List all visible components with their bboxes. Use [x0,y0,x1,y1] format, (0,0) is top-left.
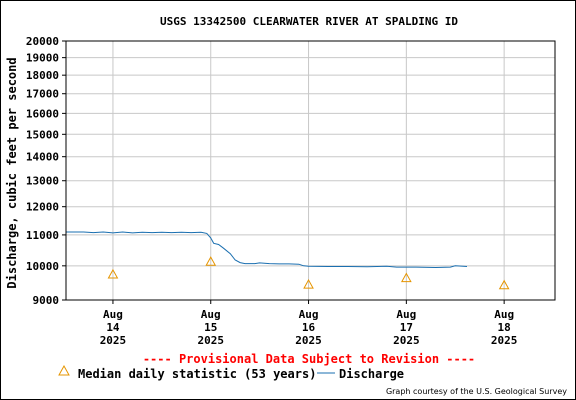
y-tick-label: 12000 [26,201,59,214]
x-tick-label: Aug [396,308,416,321]
x-tick-label: 2025 [393,334,420,347]
x-tick-label: Aug [201,308,221,321]
median-marker [400,272,412,283]
legend-label-discharge: Discharge [339,367,404,381]
median-marker [303,278,314,289]
y-tick-label: 10000 [26,260,59,273]
x-tick-label: Aug [494,308,514,321]
x-tick-labels: Aug142025Aug152025Aug162025Aug172025Aug1… [100,308,518,347]
x-tick-label: 14 [106,321,120,334]
x-tick-label: 16 [302,321,316,334]
x-tick-label: 2025 [197,334,224,347]
x-tick-label: Aug [103,308,123,321]
y-tick-label: 9000 [33,294,60,307]
y-tick-label: 15000 [26,128,59,141]
x-tick-label: 15 [204,321,217,334]
x-tick-label: 17 [400,321,413,334]
discharge-line [66,231,468,269]
y-tick-label: 13000 [26,175,59,188]
y-tick-label: 11000 [26,229,59,242]
plot-border [65,40,556,301]
y-tick-label: 14000 [26,151,59,164]
x-tick-label: Aug [299,308,319,321]
x-tick-label: 2025 [491,334,518,347]
y-tick-label: 16000 [26,107,59,120]
legend-triangle-icon [58,364,70,376]
y-tick-label: 19000 [26,52,59,65]
graph-credit: Graph courtesy of the U.S. Geological Su… [386,387,567,396]
legend-label-median: Median daily statistic (53 years) [78,367,316,381]
y-tick-label: 18000 [26,69,59,82]
x-tick-label: 18 [498,321,511,334]
chart-title: USGS 13342500 CLEARWATER RIVER AT SPALDI… [160,15,458,28]
y-tick-label: 17000 [26,88,59,101]
x-tick-label: 2025 [295,334,322,347]
median-marker [205,256,217,266]
grid-lines [62,40,555,304]
legend: Median daily statistic (53 years) Dischar… [58,364,404,381]
provisional-notice: ---- Provisional Data Subject to Revisio… [143,352,475,366]
y-tick-labels: 9000 10000 11000 12000 13000 14000 15000 16000 1… [26,35,59,307]
y-axis-label: Discharge, cubic feet per second [5,57,19,288]
median-marker [498,279,510,290]
y-tick-label: 20000 [26,35,59,48]
x-tick-label: 2025 [100,334,127,347]
median-marker [107,268,119,279]
series-layer [66,231,510,290]
